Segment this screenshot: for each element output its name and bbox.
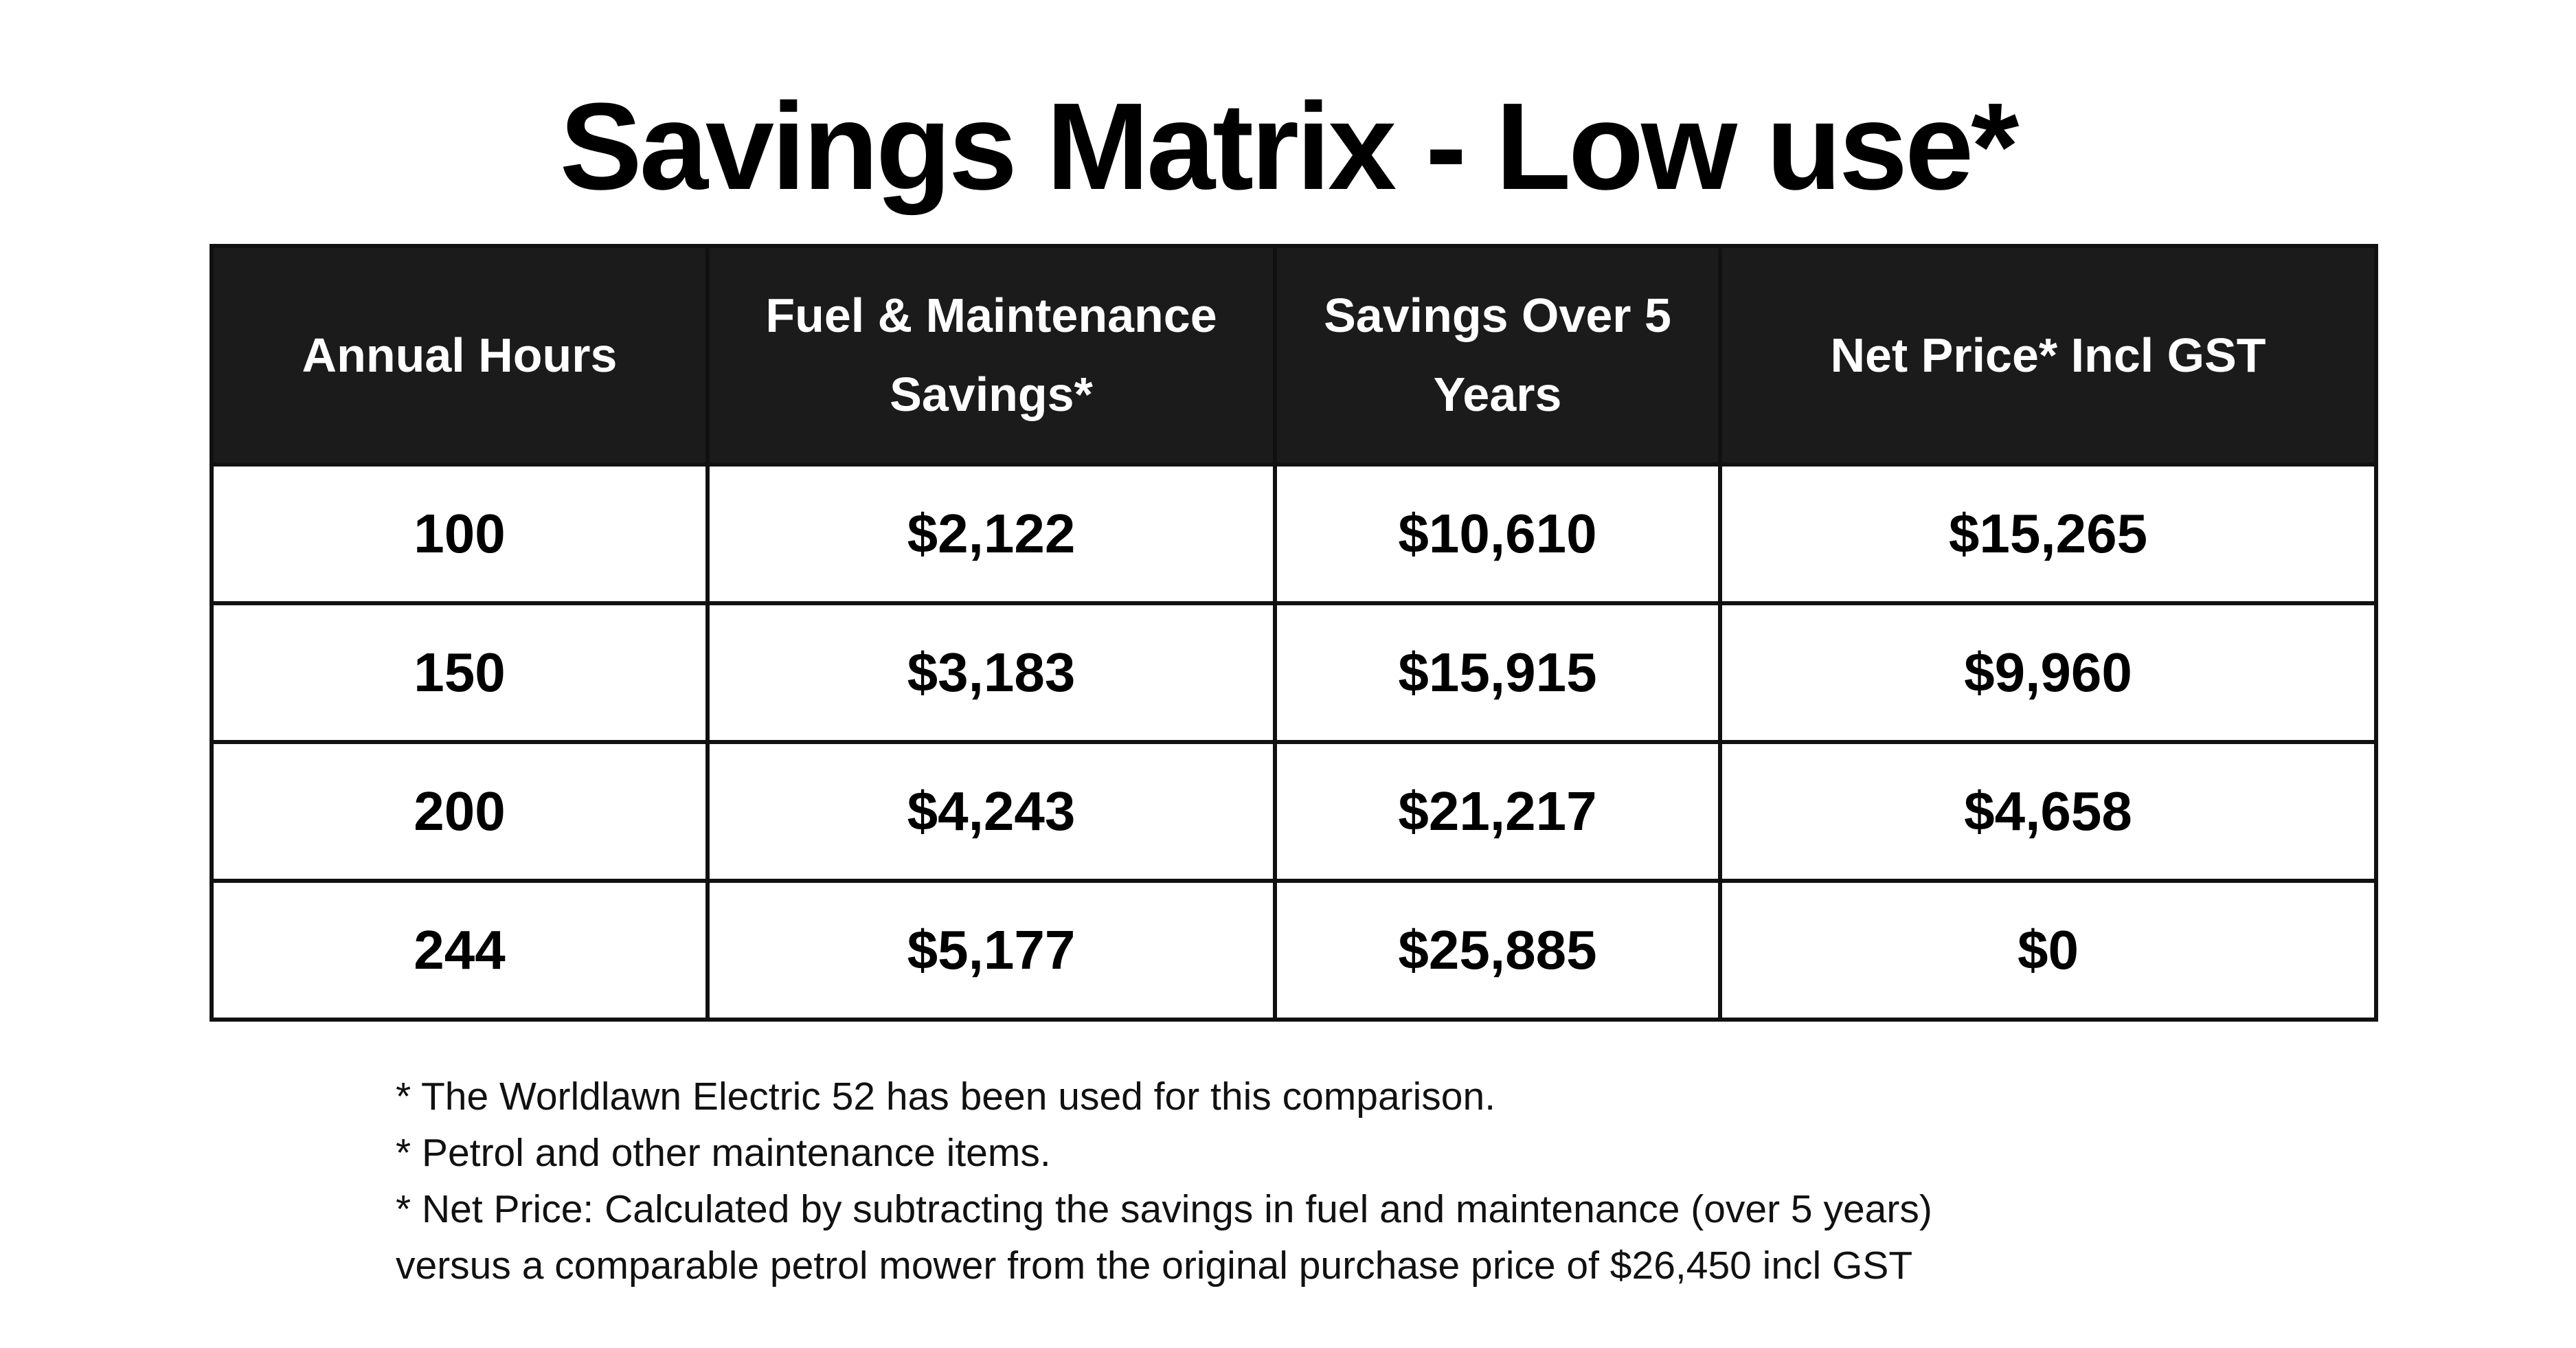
cell-annual-hours: 200 <box>210 740 710 883</box>
savings-table: Annual Hours Fuel & Maintenance Savings*… <box>210 244 2378 1022</box>
cell-annual-hours: 244 <box>210 879 710 1022</box>
footnote: * Petrol and other maintenance items. <box>396 1131 1051 1175</box>
footnotes: * The Worldlawn Electric 52 has been use… <box>396 1068 1932 1294</box>
cell-annual-hours: 150 <box>210 601 710 744</box>
cell-net-price: $4,658 <box>1718 740 2378 883</box>
footnote: * The Worldlawn Electric 52 has been use… <box>396 1075 1496 1119</box>
cell-fuel-savings: $3,183 <box>705 601 1277 744</box>
table-row: 200 $4,243 $21,217 $4,658 <box>210 740 2378 883</box>
page-title: Savings Matrix - Low use* <box>559 78 2020 216</box>
cell-net-price: $9,960 <box>1718 601 2378 744</box>
header-annual-hours: Annual Hours <box>210 244 710 467</box>
cell-fuel-savings: $4,243 <box>705 740 1277 883</box>
cell-5yr-savings: $25,885 <box>1273 879 1722 1022</box>
footnote: * Net Price: Calculated by subtracting t… <box>396 1187 1932 1231</box>
table-row: 244 $5,177 $25,885 $0 <box>210 879 2378 1022</box>
cell-5yr-savings: $21,217 <box>1273 740 1722 883</box>
cell-5yr-savings: $10,610 <box>1273 462 1722 605</box>
cell-annual-hours: 100 <box>210 462 710 605</box>
header-net-price: Net Price* Incl GST <box>1718 244 2378 467</box>
cell-fuel-savings: $2,122 <box>705 462 1277 605</box>
cell-net-price: $0 <box>1718 879 2378 1022</box>
cell-5yr-savings: $15,915 <box>1273 601 1722 744</box>
cell-net-price: $15,265 <box>1718 462 2378 605</box>
header-fuel-maintenance-savings: Fuel & Maintenance Savings* <box>705 244 1277 467</box>
cell-fuel-savings: $5,177 <box>705 879 1277 1022</box>
footnote: versus a comparable petrol mower from th… <box>396 1244 1913 1288</box>
header-savings-5-years: Savings Over 5 Years <box>1273 244 1722 467</box>
table-header-row: Annual Hours Fuel & Maintenance Savings*… <box>210 244 2378 467</box>
table-row: 150 $3,183 $15,915 $9,960 <box>210 601 2378 744</box>
table-row: 100 $2,122 $10,610 $15,265 <box>210 462 2378 605</box>
